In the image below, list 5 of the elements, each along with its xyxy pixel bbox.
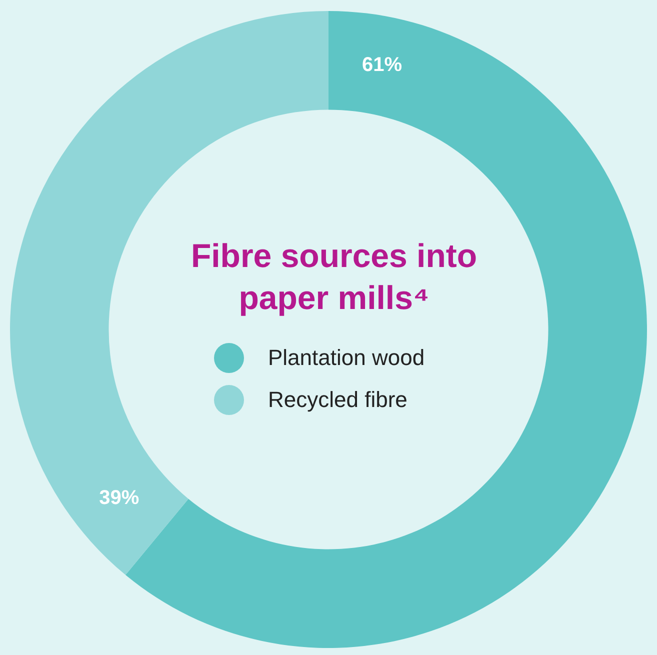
legend-label: Plantation wood (268, 345, 425, 371)
data-label: 61% (362, 54, 402, 76)
legend-label: Recycled fibre (268, 387, 408, 413)
data-label: 39% (99, 487, 140, 510)
text: Fibre sources into paper mills⁴ (190, 236, 478, 318)
